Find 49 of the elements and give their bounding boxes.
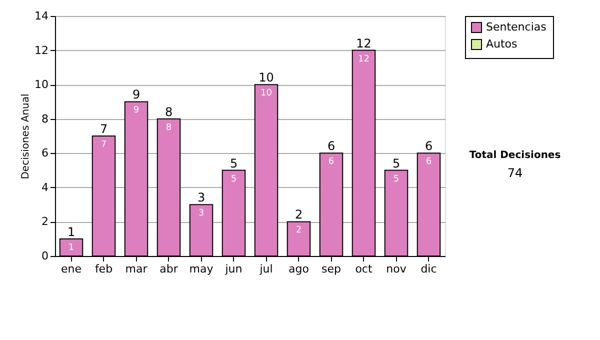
data-label: 2 bbox=[296, 226, 302, 236]
data-label: 7 bbox=[100, 140, 107, 150]
total-label: 10 bbox=[258, 70, 274, 85]
total-label: 12 bbox=[356, 36, 372, 50]
x-tick-label: may bbox=[189, 262, 214, 276]
data-label: 3 bbox=[198, 208, 204, 219]
x-tick-label: ago bbox=[288, 262, 310, 276]
y-tick-label: 12 bbox=[34, 44, 48, 57]
y-tick-label: 0 bbox=[42, 250, 48, 262]
x-tick-label: sep bbox=[322, 262, 342, 276]
x-tick-label: feb bbox=[94, 262, 113, 276]
data-label: 5 bbox=[230, 174, 237, 184]
text: Total Decisiones bbox=[469, 150, 561, 162]
data-label: 6 bbox=[328, 157, 334, 168]
total-label: 2 bbox=[294, 208, 303, 222]
total-label: 1 bbox=[67, 224, 76, 239]
data-label: 1 bbox=[68, 242, 74, 253]
x-tick-label: nov bbox=[386, 262, 407, 276]
data-label: 6 bbox=[426, 157, 432, 168]
data-label: 9 bbox=[133, 106, 140, 116]
y-tick-label: 6 bbox=[42, 146, 48, 160]
y-tick-label: 2 bbox=[42, 215, 48, 228]
x-tick-label: ene bbox=[60, 262, 82, 276]
data-label: 10 bbox=[260, 88, 272, 99]
total-label: 8 bbox=[164, 104, 173, 119]
x-tick-label: jul bbox=[258, 262, 273, 276]
total-label: 5 bbox=[230, 156, 238, 170]
y-tick-label: 14 bbox=[34, 10, 48, 22]
total-label: 6 bbox=[424, 139, 433, 154]
x-tick-label: mar bbox=[125, 262, 148, 276]
legend-label: Sentencias bbox=[486, 20, 547, 34]
total-label: 6 bbox=[327, 139, 336, 154]
x-tick-label: dic bbox=[420, 262, 437, 276]
y-axis-title: Decisiones Anual bbox=[20, 94, 32, 180]
x-tick-label: oct bbox=[355, 262, 373, 276]
total-label: 9 bbox=[132, 88, 140, 102]
x-tick-label: jun bbox=[224, 262, 242, 276]
y-tick-label: 8 bbox=[42, 112, 48, 126]
legend-label: Autos bbox=[486, 38, 518, 50]
data-label: 8 bbox=[166, 122, 172, 133]
y-tick-label: 4 bbox=[42, 180, 48, 194]
data-label: 12 bbox=[358, 54, 370, 64]
text: 74 bbox=[507, 166, 523, 180]
total-label: 3 bbox=[197, 190, 206, 205]
data-label: 5 bbox=[393, 174, 400, 184]
y-tick-label: 10 bbox=[34, 78, 48, 92]
total-label: 5 bbox=[392, 156, 400, 170]
total-label: 7 bbox=[100, 122, 108, 136]
x-tick-label: abr bbox=[160, 262, 178, 276]
